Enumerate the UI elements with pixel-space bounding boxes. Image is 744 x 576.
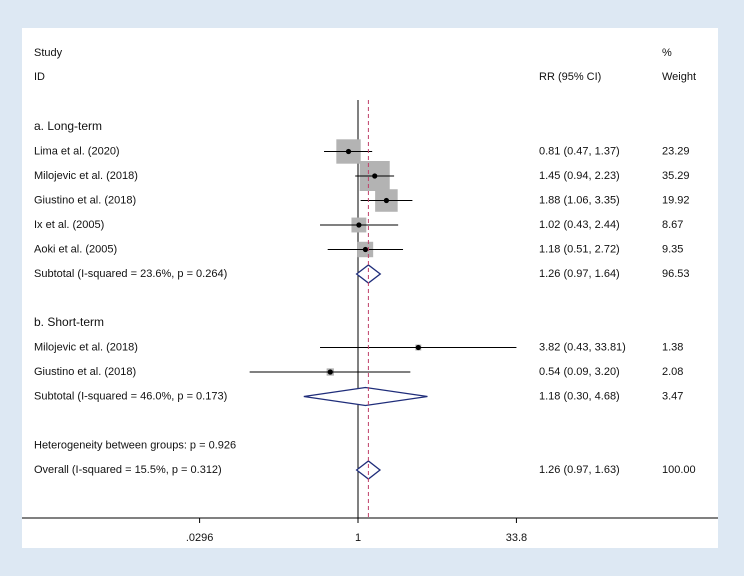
overall-diamond <box>355 460 382 480</box>
header-study: Study <box>34 47 63 59</box>
weight-text: 96.53 <box>662 268 690 280</box>
forest-rows: a. Long-term Lima et al. (2020) 0.81 (0.47… <box>34 100 696 518</box>
study-label: Lima et al. (2020) <box>34 145 120 157</box>
x-axis-ticks: .0296 1 33.8 <box>186 518 527 544</box>
subtotal-diamond <box>303 386 428 407</box>
header-id: ID <box>34 71 45 83</box>
ci-text: 3.82 (0.43, 33.81) <box>539 341 626 353</box>
x-tick-label: .0296 <box>186 532 214 544</box>
weight-text: 2.08 <box>662 366 683 378</box>
weight-text: 1.38 <box>662 341 683 353</box>
weight-text: 23.29 <box>662 145 690 157</box>
weight-text: 8.67 <box>662 219 683 231</box>
ci-text: 1.26 (0.97, 1.63) <box>539 464 620 476</box>
group-label: b. Short-term <box>34 315 104 329</box>
weight-text: 100.00 <box>662 464 696 476</box>
study-label: Aoki et al. (2005) <box>34 243 117 255</box>
point-estimate <box>383 197 390 204</box>
ci-text: 1.18 (0.30, 4.68) <box>539 390 620 402</box>
point-estimate <box>372 173 378 179</box>
point-estimate <box>327 369 333 375</box>
study-label: Giustino et al. (2018) <box>34 366 136 378</box>
point-estimate <box>356 222 362 228</box>
heterogeneity-note: Heterogeneity between groups: p = 0.926 <box>34 439 236 451</box>
subtotal-diamond <box>355 264 382 284</box>
group-label: a. Long-term <box>34 119 102 133</box>
weight-text: 19.92 <box>662 194 690 206</box>
weight-text: 3.47 <box>662 390 683 402</box>
point-estimate <box>415 344 421 351</box>
header-ci: RR (95% CI) <box>539 71 601 83</box>
ci-text: 1.02 (0.43, 2.44) <box>539 219 620 231</box>
study-label: Milojevic et al. (2018) <box>34 341 138 353</box>
x-tick-label: 33.8 <box>506 532 527 544</box>
header-weight: Weight <box>662 71 696 83</box>
ci-text: 1.45 (0.94, 2.23) <box>539 170 620 182</box>
ci-text: 1.26 (0.97, 1.64) <box>539 268 620 280</box>
forest-plot-svg: Study ID RR (95% CI) % Weight .0296 1 33.8… <box>22 47 718 544</box>
ci-text: 0.54 (0.09, 3.20) <box>539 366 620 378</box>
ci-text: 1.88 (1.06, 3.35) <box>539 194 620 206</box>
header-weight-percent: % <box>662 47 672 59</box>
weight-text: 9.35 <box>662 243 683 255</box>
point-estimate <box>362 246 369 253</box>
x-tick-label: 1 <box>355 532 361 544</box>
point-estimate <box>345 148 352 155</box>
study-label: Milojevic et al. (2018) <box>34 170 138 182</box>
study-label: Ix et al. (2005) <box>34 219 104 231</box>
study-label: Giustino et al. (2018) <box>34 194 136 206</box>
plot-panel: Study ID RR (95% CI) % Weight .0296 1 33.8… <box>22 28 718 548</box>
ci-text: 1.18 (0.51, 2.72) <box>539 243 620 255</box>
subtotal-label: Subtotal (I-squared = 46.0%, p = 0.173) <box>34 390 227 402</box>
weight-text: 35.29 <box>662 170 690 182</box>
subtotal-label: Subtotal (I-squared = 23.6%, p = 0.264) <box>34 268 227 280</box>
overall-label: Overall (I-squared = 15.5%, p = 0.312) <box>34 464 222 476</box>
ci-text: 0.81 (0.47, 1.37) <box>539 145 620 157</box>
